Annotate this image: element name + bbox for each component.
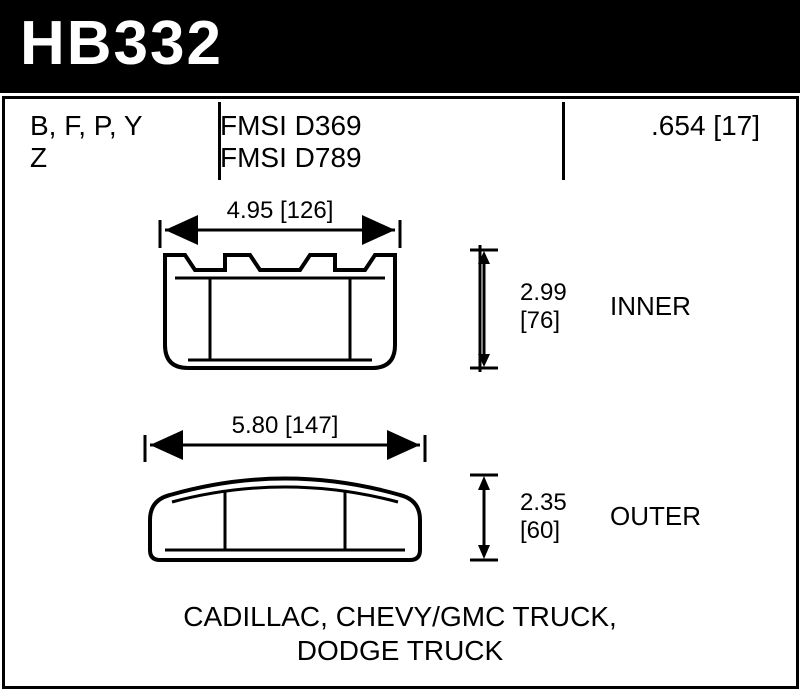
codes-line1: B, F, P, Y: [30, 110, 220, 142]
inner-width-label: 4.95 [126]: [227, 200, 334, 224]
fmsi-line2: FMSI D789: [220, 142, 560, 174]
thickness-value: .654 [17]: [560, 110, 760, 142]
outer-height-label1: 2.35: [520, 489, 567, 516]
outer-height-label2: [60]: [520, 517, 560, 544]
footer-line2: DODGE TRUCK: [0, 634, 800, 668]
part-number: HB332: [20, 9, 223, 78]
header-bar: HB332: [0, 0, 800, 93]
border-top: [2, 96, 798, 99]
inner-height-label1: 2.99: [520, 279, 567, 306]
spec-row: B, F, P, Y Z FMSI D369 FMSI D789 .654 [1…: [30, 110, 770, 174]
outer-pad-outline: [150, 479, 420, 561]
codes-line2: Z: [30, 142, 220, 174]
footer: CADILLAC, CHEVY/GMC TRUCK, DODGE TRUCK: [0, 600, 800, 667]
spec-codes: B, F, P, Y Z: [30, 110, 220, 174]
spec-fmsi: FMSI D369 FMSI D789: [220, 110, 560, 174]
inner-label: INNER: [610, 291, 691, 321]
inner-height-label2: [76]: [520, 307, 560, 334]
inner-pad-group: 4.95 [126] 2.99 [76] INNER: [160, 200, 691, 372]
fmsi-line1: FMSI D369: [220, 110, 560, 142]
outer-width-label: 5.80 [147]: [232, 412, 339, 439]
footer-line1: CADILLAC, CHEVY/GMC TRUCK,: [0, 600, 800, 634]
spec-thickness: .654 [17]: [560, 110, 770, 174]
border-bottom: [2, 686, 798, 689]
outer-pad-group: 5.80 [147] 2.35 [60] OUTER: [145, 412, 701, 560]
outer-height-arrowhead-b: [478, 545, 490, 559]
diagram-area: 4.95 [126] 2.99 [76] INNER: [0, 200, 800, 620]
outer-height-arrowhead-t: [478, 476, 490, 490]
outer-label: OUTER: [610, 501, 701, 531]
inner-pad-outline: [165, 255, 395, 368]
diagram-svg: 4.95 [126] 2.99 [76] INNER: [0, 200, 800, 620]
